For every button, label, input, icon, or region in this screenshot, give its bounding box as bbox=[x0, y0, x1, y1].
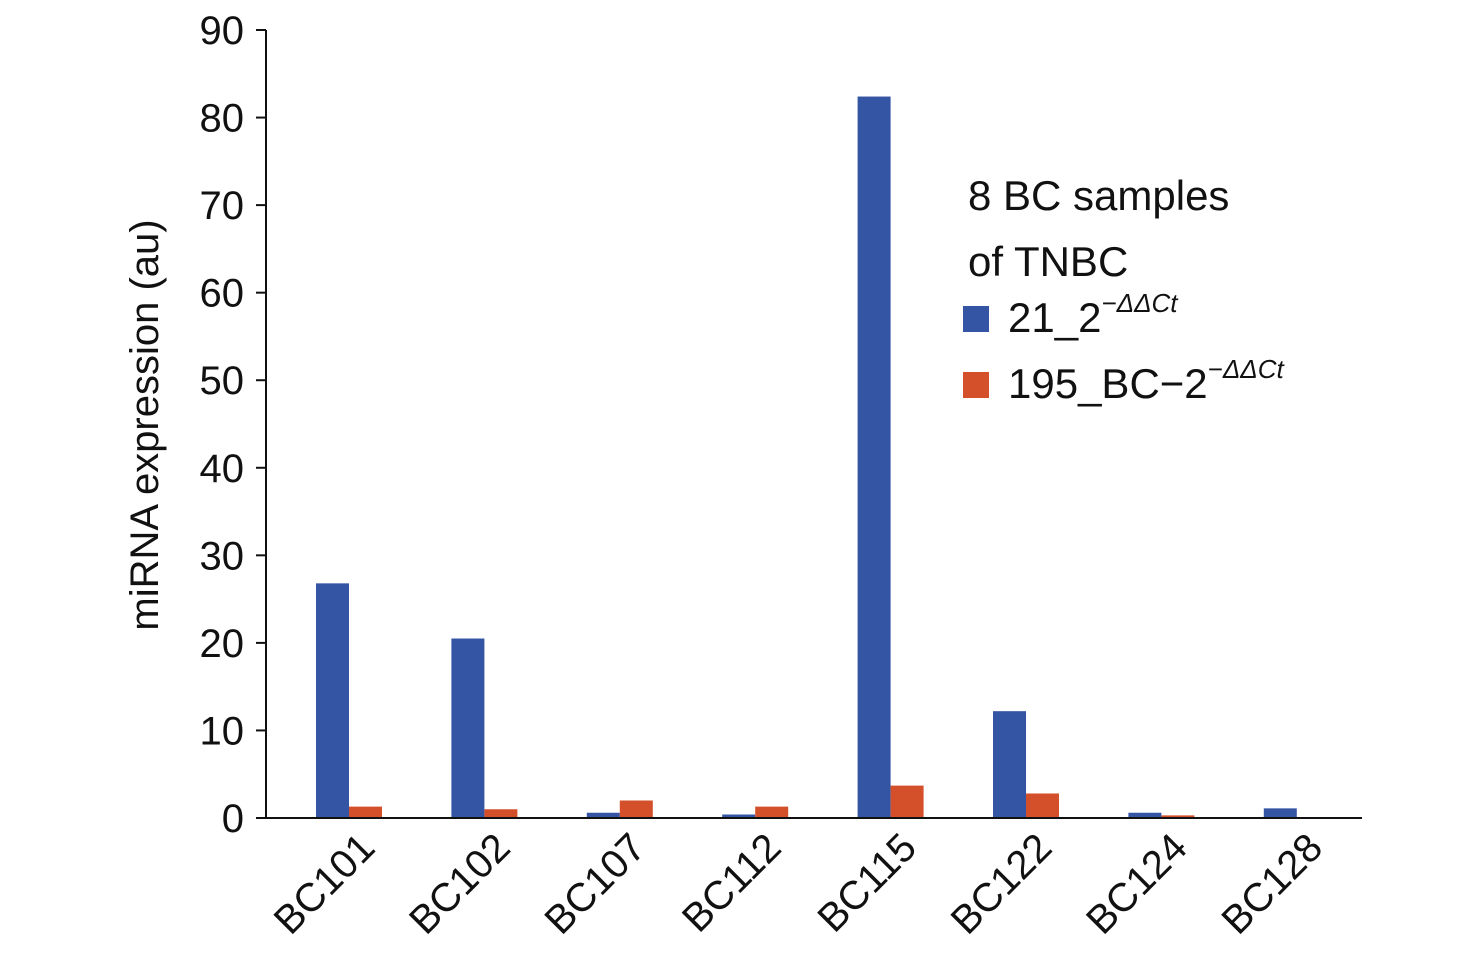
bar-series-2-bc112 bbox=[755, 806, 789, 818]
bars bbox=[316, 96, 1330, 818]
x-tick-label-bc107: BC107 bbox=[537, 825, 655, 943]
bar-series-1-bc107 bbox=[586, 812, 620, 818]
y-tick-label: 10 bbox=[200, 709, 245, 753]
bar-series-1-bc122 bbox=[993, 711, 1026, 818]
legend-swatch-series-2 bbox=[963, 372, 989, 398]
bar-series-1-bc101 bbox=[316, 583, 349, 818]
legend-label-series-2: 195_BC−2−ΔΔCt bbox=[1008, 354, 1286, 407]
x-tick-label-bc101: BC101 bbox=[266, 825, 384, 943]
legend-title-line-2: of TNBC bbox=[968, 238, 1128, 285]
legend-label-series-2-superscript: −ΔΔCt bbox=[1208, 354, 1286, 384]
y-tick-label: 60 bbox=[200, 272, 245, 316]
x-axis-labels: BC101 BC102 BC107 BC112 BC115 BC122 BC124 BC128 bbox=[266, 825, 1331, 943]
y-axis-title: miRNA expression (au) bbox=[123, 219, 167, 630]
y-tick-label: 40 bbox=[200, 447, 245, 491]
bar-series-2-bc107 bbox=[619, 800, 653, 818]
bar-series-2-bc124 bbox=[1161, 815, 1195, 818]
y-tick-label: 50 bbox=[200, 359, 245, 403]
y-tick-label: 90 bbox=[200, 9, 245, 53]
legend-title-line-1: 8 BC samples bbox=[968, 172, 1229, 219]
bar-series-1-bc128 bbox=[1263, 808, 1297, 818]
x-tick-label-bc112: BC112 bbox=[674, 825, 790, 941]
bar-series-2-bc115 bbox=[890, 785, 924, 818]
bar-series-1-bc112 bbox=[722, 814, 756, 818]
legend: 8 BC samples of TNBC 21_2−ΔΔCt 195_BC−2−… bbox=[963, 172, 1286, 407]
bar-series-1-bc124 bbox=[1128, 812, 1162, 818]
x-tick-label-bc124: BC124 bbox=[1078, 825, 1196, 943]
y-tick-label: 80 bbox=[200, 97, 245, 141]
legend-label-series-2-base: 195_BC−2 bbox=[1008, 360, 1208, 407]
legend-swatch-series-1 bbox=[963, 306, 989, 332]
legend-label-series-1: 21_2−ΔΔCt bbox=[1008, 288, 1179, 341]
bar-series-1-bc115 bbox=[857, 96, 891, 818]
bar-series-2-bc122 bbox=[1026, 793, 1059, 818]
bar-series-2-bc102 bbox=[484, 809, 518, 818]
x-tick-label-bc128: BC128 bbox=[1214, 825, 1332, 943]
bar-series-1-bc102 bbox=[451, 638, 485, 818]
x-tick-label-bc122: BC122 bbox=[943, 825, 1061, 943]
legend-label-series-1-base: 21_2 bbox=[1008, 294, 1101, 341]
bar-series-2-bc101 bbox=[349, 806, 382, 818]
x-tick-label-bc102: BC102 bbox=[401, 825, 519, 943]
legend-label-series-1-superscript: −ΔΔCt bbox=[1101, 288, 1179, 318]
y-tick-label: 30 bbox=[200, 534, 245, 578]
y-axis-ticks: 0 10 20 30 40 50 60 70 80 90 bbox=[200, 9, 266, 841]
x-tick-label-bc115: BC115 bbox=[809, 825, 925, 941]
y-tick-label: 0 bbox=[222, 797, 244, 841]
y-tick-label: 20 bbox=[200, 622, 245, 666]
y-tick-label: 70 bbox=[200, 184, 245, 228]
